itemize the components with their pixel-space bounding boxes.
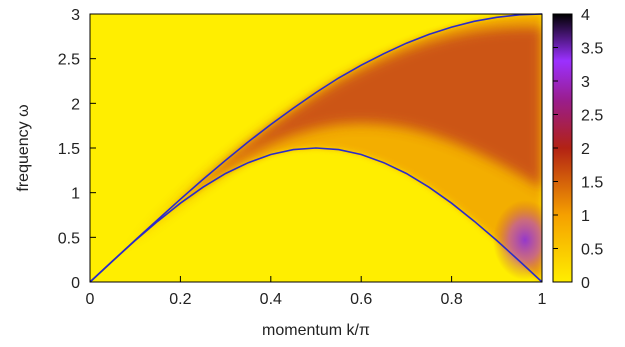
spectral-hotspot [493, 200, 542, 280]
x-tick-label: 0.2 [169, 291, 191, 308]
colorbar-tick-label: 4 [581, 7, 590, 24]
y-tick-label: 2 [71, 96, 80, 113]
y-axis-label: frequency ω [15, 104, 32, 191]
colorbar-tick-label: 1 [581, 208, 590, 225]
y-tick-label: 0.5 [58, 230, 80, 247]
series-lines [89, 13, 543, 283]
y-tick-label: 0 [71, 275, 80, 292]
colorbar: 0 0.5 1 1.5 2 2.5 3 3.5 4 [552, 7, 603, 292]
y-tick-label: 2.5 [58, 52, 80, 69]
colorbar-tick-label: 3 [581, 74, 590, 91]
x-axis-label: momentum k/π [262, 322, 370, 339]
x-tick-label: 0.6 [350, 291, 372, 308]
x-tick-label: 0.4 [260, 291, 282, 308]
series-line-2 [89, 147, 543, 283]
y-axis-ticks: 0 0.5 1 1.5 2 2.5 3 [58, 7, 96, 292]
colorbar-tick-label: 1.5 [581, 175, 603, 192]
y-tick-label: 3 [71, 7, 80, 24]
colorbar-tick-label: 2 [581, 141, 590, 158]
continuum-core-band [90, 27, 542, 282]
colorbar-tick-label: 0.5 [581, 242, 603, 259]
colorbar-tick-label: 2.5 [581, 108, 603, 125]
y-tick-label: 1 [71, 186, 80, 203]
plot-area: 0 0.2 0.4 0.6 0.8 1 0 0.5 1 1.5 2 2.5 3 [58, 7, 547, 308]
y-tick-label: 1.5 [58, 141, 80, 158]
x-tick-label: 1 [538, 291, 547, 308]
x-tick-label: 0 [86, 291, 95, 308]
colorbar-tick-label: 3.5 [581, 41, 603, 58]
x-axis-ticks: 0 0.2 0.4 0.6 0.8 1 [86, 276, 547, 308]
series-line-1 [89, 13, 543, 283]
x-tick-label: 0.8 [440, 291, 462, 308]
colorbar-tick-label: 0 [581, 275, 590, 292]
colorbar-ticks: 0 0.5 1 1.5 2 2.5 3 3.5 4 [553, 7, 603, 292]
